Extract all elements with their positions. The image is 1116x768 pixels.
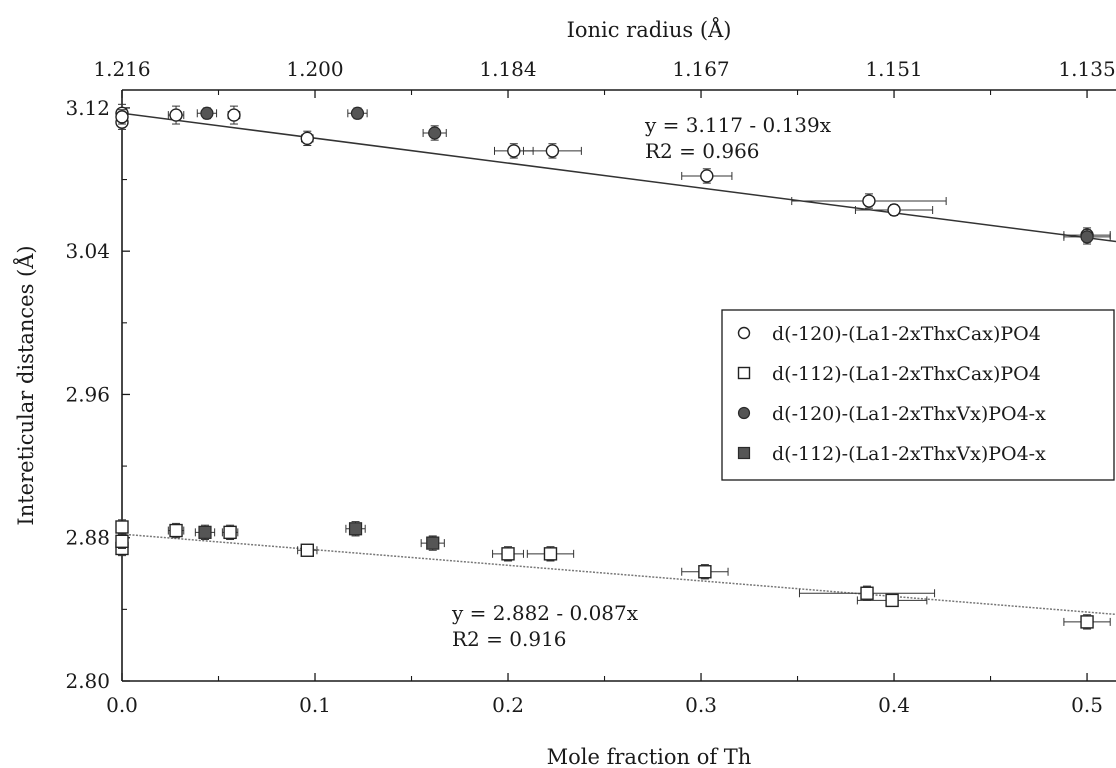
data-point [1080,230,1094,244]
legend-marker [737,366,751,380]
legend-label: d(-112)-(La1-2xThxVx)PO4-x [772,443,1046,465]
series-4 [194,521,445,551]
data-point [223,525,237,540]
fit-line-1 [121,112,1116,243]
data-point [1080,615,1094,629]
y-axis-title: Intereticular distances (Å) [13,245,38,525]
data-point [543,547,558,561]
data-point [115,520,129,534]
top-tick-label: 1.200 [286,57,343,81]
x-tick-label: 0.4 [878,693,910,717]
legend-label: d(-120)-(La1-2xThxCax)PO4 [772,323,1041,345]
legend: d(-120)-(La1-2xThxCax)PO4 d(-112)-(La1-2x… [721,309,1115,481]
data-point [428,126,442,140]
data-point [169,523,183,538]
data-point [501,547,515,561]
data-point [115,110,129,124]
data-point [300,543,314,557]
x-tick-label: 0.2 [492,693,524,717]
data-point [115,534,129,549]
top-tick-label: 1.151 [865,57,922,81]
series-3 [196,106,1111,245]
data-point [227,108,241,122]
legend-item-1: d(-120)-(La1-2xThxCax)PO4 [737,323,1041,345]
top-tick-label: 1.135 [1058,57,1115,81]
data-point [507,144,521,158]
data-point [862,194,876,208]
y-tick-label: 2.96 [65,382,110,406]
data-point [200,106,214,120]
data-point [300,131,314,146]
fit-line-2 [121,533,1116,616]
legend-item-3: d(-120)-(La1-2xThxVx)PO4-x [737,403,1046,425]
legend-item-4: d(-112)-(La1-2xThxVx)PO4-x [737,443,1046,465]
data-marks [115,103,1111,630]
fit-r2-2: R2 = 0.916 [452,627,567,651]
x-tick-label: 0.5 [1071,693,1103,717]
fit-equation-2: y = 2.882 - 0.087x [451,601,639,625]
x-tick-label: 0.1 [299,693,331,717]
legend-marker [737,326,751,340]
y-tick-label: 2.80 [65,669,110,693]
x-tick-label: 0.0 [106,693,138,717]
legend-label: d(-120)-(La1-2xThxVx)PO4-x [772,403,1046,425]
data-point [545,144,560,158]
data-point [700,169,714,183]
legend-marker [737,446,751,460]
series-2 [115,519,1111,630]
top-tick-label: 1.167 [672,57,729,81]
x-axis-title: Mole fraction of Th [547,745,752,768]
x-tick-label: 0.3 [685,693,717,717]
data-point [350,106,365,120]
y-tick-label: 3.04 [65,239,110,263]
series-1 [115,103,1111,243]
data-point [198,525,212,539]
legend-marker [737,406,751,420]
top-tick-label: 1.184 [479,57,536,81]
top-tick-label: 1.216 [93,57,150,81]
axes: 0.0 0.1 0.2 0.3 0.4 0.5 1.216 1.200 1.184 1.167 1.… [13,17,1116,768]
y-tick-label: 2.88 [65,526,110,550]
legend-label: d(-112)-(La1-2xThxCax)PO4 [772,363,1041,385]
fit-r2-1: R2 = 0.966 [645,139,760,163]
data-point [169,108,183,122]
data-point [885,593,899,608]
top-axis-title: Ionic radius (Å) [567,17,732,42]
legend-box [721,309,1115,481]
legend-item-2: d(-112)-(La1-2xThxCax)PO4 [737,363,1041,385]
data-point [887,203,901,217]
data-point [860,586,874,600]
fit-equation-1: y = 3.117 - 0.139x [644,113,832,137]
fit-lines [121,112,1116,616]
y-tick-label: 3.12 [65,96,110,120]
data-point [698,565,712,579]
data-point [426,536,440,550]
data-point [348,522,363,536]
